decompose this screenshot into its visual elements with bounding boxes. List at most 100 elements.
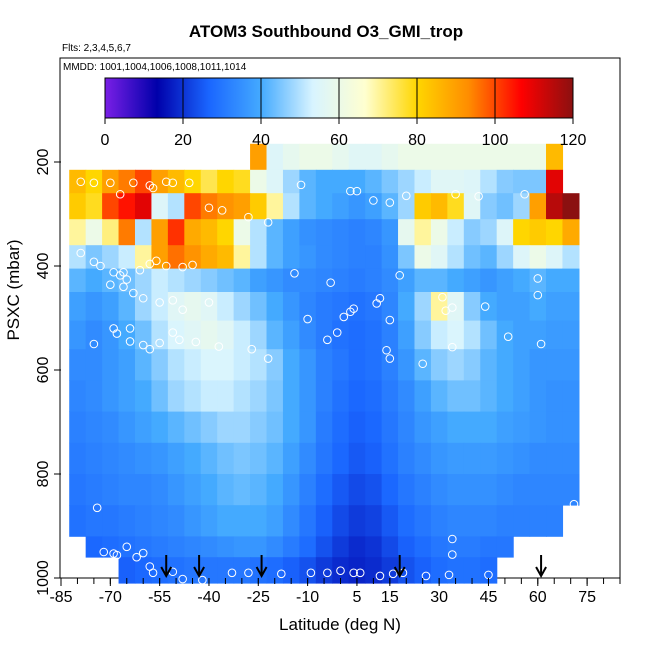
- heatmap-cell-10-22: [430, 411, 448, 444]
- observation-point-96: [277, 569, 286, 579]
- heatmap-cell-1-22: [430, 169, 448, 194]
- observation-point-14: [296, 180, 306, 190]
- observation-point-8: [148, 183, 158, 193]
- observation-point-11: [217, 206, 227, 215]
- heatmap-cell-2-17: [348, 193, 366, 220]
- heatmap-cell-12-26: [496, 474, 514, 506]
- heatmap-cell-12-3: [118, 474, 136, 506]
- heatmap-cell-9-19: [381, 380, 399, 412]
- heatmap-cell-0-12: [266, 143, 284, 171]
- heatmap-cell-13-4: [134, 505, 153, 537]
- heatmap-cell-1-5: [151, 169, 169, 194]
- heatmap-cell-13-3: [118, 505, 136, 537]
- heatmap-cell-13-20: [398, 505, 416, 537]
- observation-point-29: [122, 275, 132, 284]
- y-axis-label: PSXC (mbar): [4, 239, 23, 340]
- x-tick-label-4: -25: [247, 589, 270, 606]
- heatmap-cell-7-12: [266, 320, 284, 350]
- heatmap-cell-11-2: [102, 442, 120, 475]
- heatmap-cell-15-10: [233, 557, 251, 584]
- heatmap-cell-8-28: [529, 349, 547, 381]
- heatmap-cell-5-28: [529, 268, 547, 293]
- y-axis: 200 400 600 800 1000: [35, 149, 61, 596]
- heatmap-cell-11-8: [200, 442, 218, 475]
- heatmap-cell-0-24: [463, 143, 481, 171]
- heatmap-cell-5-10: [233, 268, 251, 293]
- heatmap-cell-7-0: [69, 320, 87, 350]
- heatmap-cell-13-15: [315, 505, 333, 537]
- colorbar: 0 20 40 60 80 100 120: [101, 77, 586, 149]
- heatmap-cell-5-16: [332, 268, 350, 293]
- heatmap-cell-14-6: [167, 536, 185, 558]
- heatmap-cell-4-24: [463, 245, 481, 269]
- heatmap-cell-12-7: [184, 474, 202, 506]
- heatmap-cell-4-0: [69, 245, 87, 269]
- heatmap-cell-14-5: [151, 536, 169, 558]
- observation-point-20: [451, 189, 460, 199]
- heatmap-cell-5-23: [447, 268, 465, 293]
- heatmap-cell-2-6: [167, 193, 185, 220]
- heatmap-cell-10-23: [447, 411, 465, 444]
- heatmap-cell-0-27: [513, 143, 531, 171]
- observation-point-6: [168, 178, 178, 188]
- heatmap-cell-2-9: [217, 193, 235, 220]
- heatmap-cell-14-9: [217, 536, 235, 558]
- heatmap-cell-6-20: [398, 292, 416, 321]
- observation-point-78: [418, 359, 428, 369]
- heatmap-cell-3-27: [513, 219, 531, 246]
- heatmap-cell-8-22: [430, 349, 448, 381]
- heatmap-cell-15-21: [414, 557, 432, 584]
- heatmap-cell-6-29: [546, 292, 564, 321]
- observation-point-35: [188, 260, 197, 270]
- heatmap-cell-1-15: [315, 169, 333, 194]
- heatmap-cell-5-14: [299, 268, 317, 293]
- observation-point-97: [306, 568, 316, 578]
- observation-point-90: [148, 568, 158, 578]
- heatmap-cell-4-27: [513, 245, 531, 269]
- heatmap-cell-3-23: [447, 219, 465, 246]
- observation-point-68: [175, 335, 184, 345]
- heatmap-cell-10-16: [332, 411, 350, 444]
- heatmap-cell-13-11: [250, 505, 268, 537]
- heatmap-cell-8-7: [184, 349, 202, 381]
- y-tick-label-4: 1000: [35, 560, 52, 596]
- observation-point-93: [198, 575, 207, 585]
- observation-point-32: [152, 256, 161, 266]
- heatmap-cell-10-9: [217, 411, 235, 444]
- heatmap-cell-11-18: [365, 442, 383, 475]
- observation-point-39: [138, 293, 148, 303]
- heatmap-cell-7-13: [282, 320, 300, 350]
- heatmap-cell-3-16: [332, 219, 350, 246]
- heatmap-cell-8-6: [167, 349, 185, 381]
- heatmap-cell-9-3: [118, 380, 136, 412]
- observation-point-34: [178, 262, 187, 272]
- heatmap-cell-8-25: [480, 349, 498, 381]
- heatmap-cell-9-12: [266, 380, 284, 412]
- dates-label: MMDD: 1001,1004,1006,1008,1011,1014: [63, 62, 247, 73]
- heatmap-cell-9-17: [348, 380, 366, 412]
- latitude-arrow-4: [535, 555, 547, 579]
- heatmap-cell-2-23: [447, 193, 465, 220]
- heatmap-cell-11-6: [167, 442, 185, 475]
- heatmap-cell-1-3: [118, 169, 136, 194]
- heatmap-cell-9-6: [167, 380, 185, 412]
- heatmap-cell-0-20: [398, 143, 416, 171]
- heatmap-cell-8-29: [546, 349, 564, 381]
- observation-point-63: [125, 337, 135, 346]
- heatmap-cell-5-1: [85, 268, 103, 293]
- heatmap-cell-11-17: [348, 442, 366, 475]
- heatmap-cell-12-0: [69, 474, 87, 506]
- heatmap-cell-1-24: [463, 169, 481, 194]
- heatmap-cell-11-23: [447, 442, 465, 475]
- heatmap-cell-8-0: [69, 349, 87, 381]
- heatmap-cell-2-29: [546, 193, 564, 220]
- heatmap-cell-3-17: [348, 219, 366, 246]
- colorbar-tick-label-1: 20: [174, 132, 192, 149]
- observation-point-30: [135, 265, 145, 275]
- heatmap-cell-1-9: [217, 169, 235, 194]
- observation-point-25: [96, 261, 105, 271]
- heatmap-cell-6-6: [167, 292, 185, 321]
- observation-point-42: [178, 305, 187, 314]
- heatmap-cell-1-18: [365, 169, 383, 194]
- heatmap-cell-10-0: [69, 411, 87, 444]
